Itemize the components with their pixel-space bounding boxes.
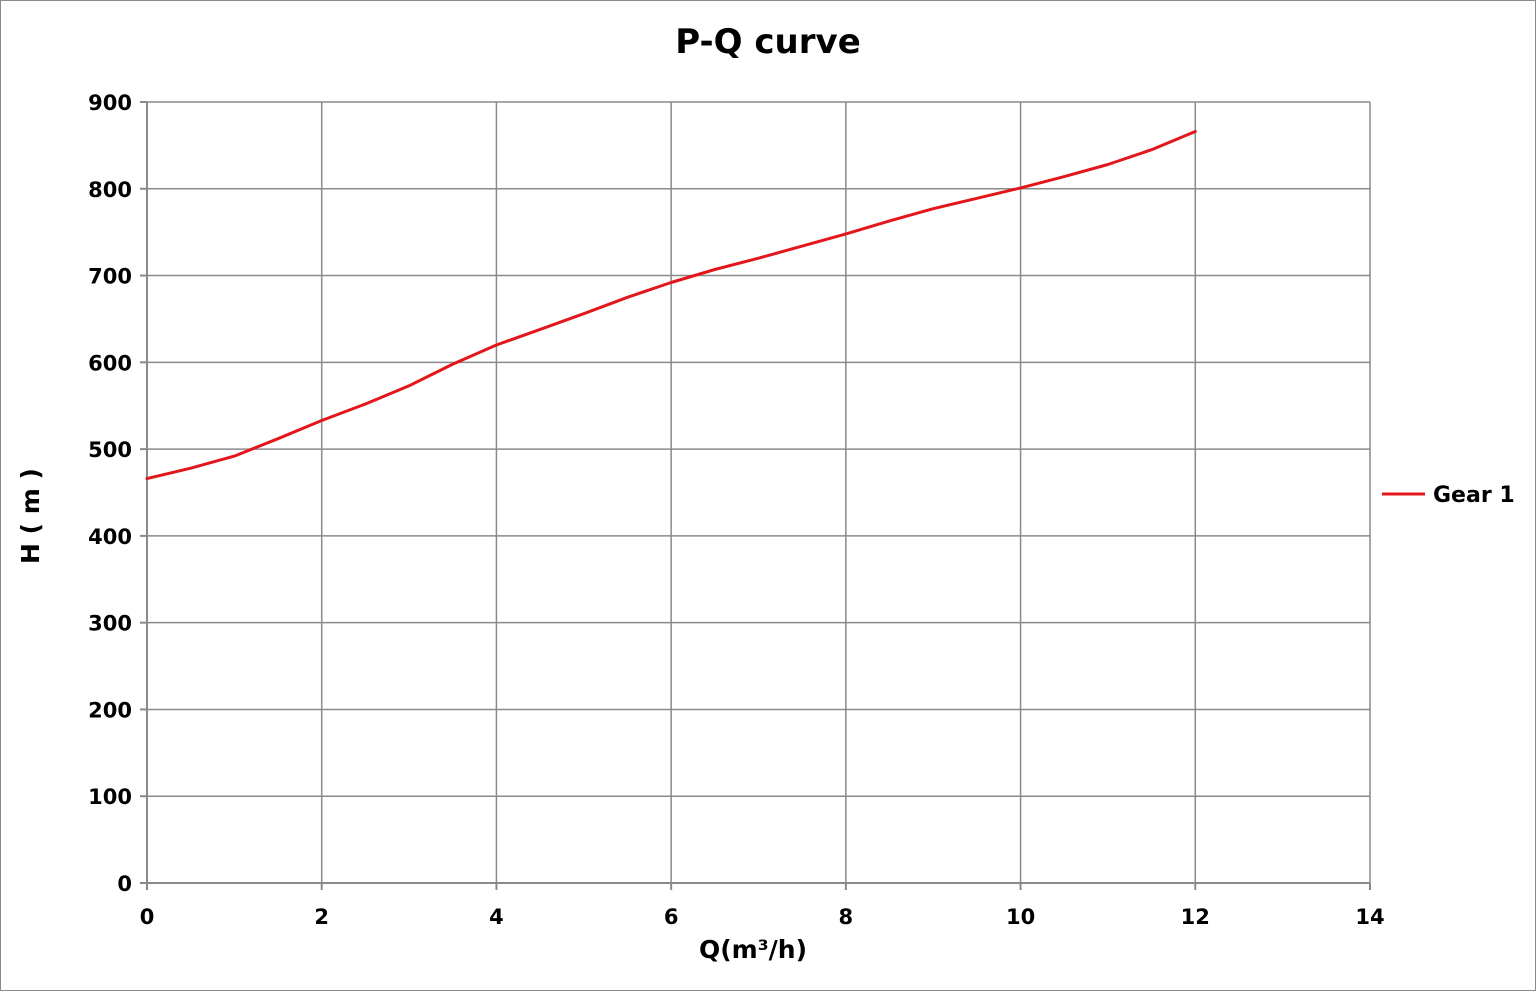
series-layer	[145, 130, 1197, 481]
y-tick-label-900: 900	[88, 91, 132, 115]
y-tick-label-700: 700	[88, 265, 132, 289]
y-tick-label-0: 0	[117, 872, 132, 896]
x-tick-label-6: 6	[664, 905, 679, 929]
grid	[146, 101, 1371, 884]
x-tick-label-14: 14	[1355, 905, 1384, 929]
x-tick-label-12: 12	[1181, 905, 1210, 929]
y-tick-label-600: 600	[88, 351, 132, 375]
axes: 0 100 200 300 400 500 600 700 800 900 0 2 4 6 8 10 12 14	[88, 91, 1384, 929]
series-line-gear-1	[145, 130, 1197, 481]
y-axis-label: H ( m )	[16, 468, 45, 564]
y-tick-label-800: 800	[88, 178, 132, 202]
y-tick-label-500: 500	[88, 438, 132, 462]
x-tick-label-8: 8	[839, 905, 854, 929]
chart-title: P-Q curve	[675, 22, 861, 62]
legend-label-gear-1: Gear 1	[1433, 483, 1515, 508]
y-tick-label-300: 300	[88, 612, 132, 636]
legend: Gear 1	[1382, 483, 1515, 508]
y-tick-label-400: 400	[88, 525, 132, 549]
x-tick-label-10: 10	[1006, 905, 1035, 929]
x-tick-label-2: 2	[314, 905, 329, 929]
x-tick-label-4: 4	[489, 905, 504, 929]
x-axis-label: Q(m³/h)	[699, 935, 807, 964]
y-tick-label-100: 100	[88, 785, 132, 809]
x-tick-label-0: 0	[140, 905, 155, 929]
y-tick-label-200: 200	[88, 698, 132, 722]
